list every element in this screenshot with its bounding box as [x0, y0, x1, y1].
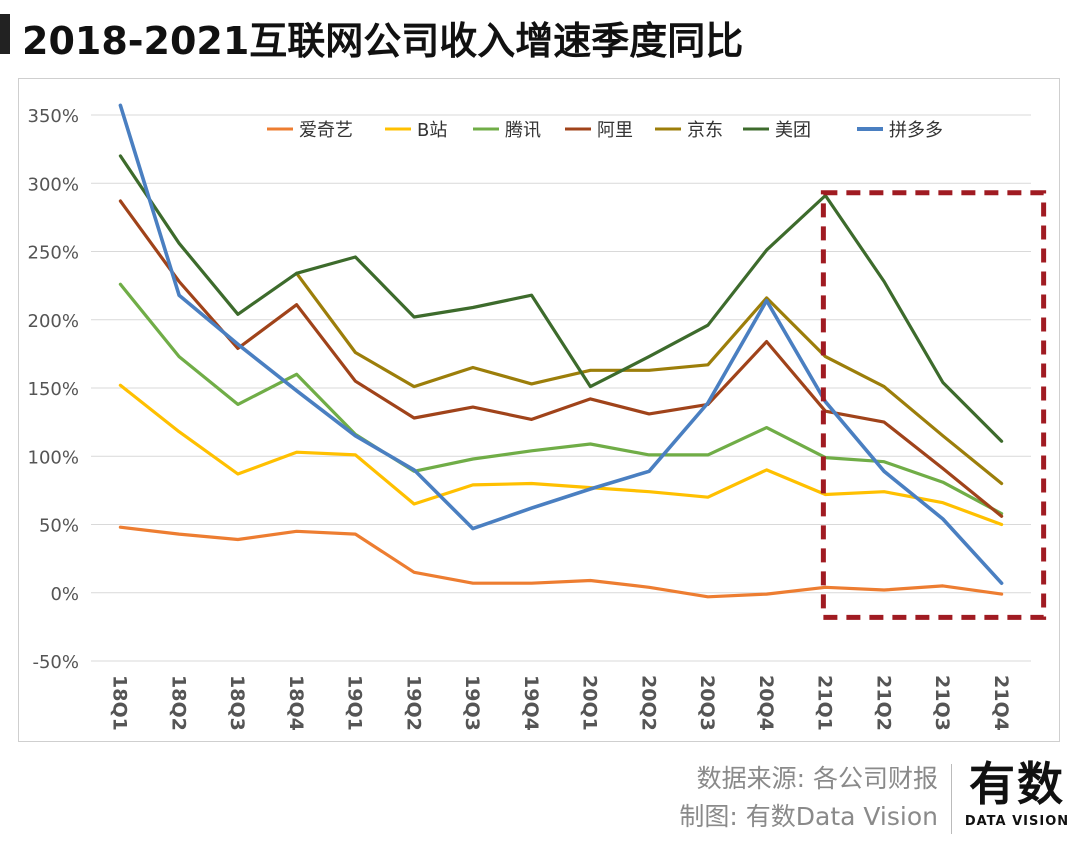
- legend-label: 京东: [687, 120, 723, 141]
- series-line-腾讯: [118, 282, 1004, 516]
- source-line: 数据来源: 各公司财报: [696, 764, 938, 793]
- legend-label: 拼多多: [889, 120, 943, 141]
- y-tick-label: 200%: [28, 311, 79, 332]
- page-title: 2018-2021互联网公司收入增速季度同比: [22, 19, 744, 63]
- x-tick-label: 21Q3: [931, 675, 953, 731]
- title-accent-bar: [0, 14, 10, 54]
- x-tick-label: 18Q2: [167, 675, 189, 731]
- legend-label: 腾讯: [505, 120, 541, 141]
- line-chart: -50% 0% 50% 100% 150% 200% 250% 300% 350% 18Q1 18Q…: [28, 103, 1047, 731]
- x-tick-label: 21Q2: [872, 675, 894, 731]
- y-tick-label: -50%: [32, 652, 79, 673]
- series-line-爱奇艺: [118, 525, 1004, 599]
- x-tick-label: 19Q2: [402, 675, 424, 731]
- x-tick-label: 20Q1: [579, 675, 601, 731]
- series-line-京东: [295, 271, 1004, 486]
- source-block: 数据来源: 各公司财报 制图: 有数Data Vision: [679, 760, 938, 836]
- x-tick-label: 20Q2: [637, 675, 659, 731]
- brand-logo: 有数 DATA VISION: [962, 756, 1072, 829]
- y-tick-label: 300%: [28, 174, 79, 195]
- x-tick-label: 18Q4: [285, 675, 307, 731]
- credit-line: 制图: 有数Data Vision: [679, 802, 938, 831]
- legend-label: 美团: [775, 120, 811, 141]
- brand-divider: [951, 764, 952, 834]
- y-tick-label: 250%: [28, 243, 79, 264]
- highlight-box: [820, 190, 1047, 620]
- series-line-美团: [118, 154, 1004, 443]
- x-tick-label: 19Q1: [344, 675, 366, 731]
- series-line-B站: [118, 383, 1004, 527]
- x-tick-label: 18Q3: [226, 675, 248, 731]
- series-line-拼多多: [118, 103, 1004, 585]
- legend-label: B站: [417, 120, 447, 141]
- y-tick-label: 100%: [28, 447, 79, 468]
- x-tick-label: 21Q4: [990, 675, 1012, 731]
- y-tick-label: 150%: [28, 379, 79, 400]
- x-tick-label: 18Q1: [109, 675, 131, 731]
- y-tick-label: 350%: [28, 106, 79, 127]
- chart-frame: -50% 0% 50% 100% 150% 200% 250% 300% 350% 18Q1 18Q…: [18, 78, 1060, 742]
- series-line-阿里: [118, 199, 1004, 518]
- legend-label: 阿里: [597, 120, 633, 141]
- x-tick-label: 19Q4: [520, 675, 542, 731]
- x-tick-label: 19Q3: [461, 675, 483, 731]
- legend-label: 爱奇艺: [299, 120, 353, 141]
- y-tick-label: 50%: [39, 516, 79, 537]
- x-tick-label: 21Q1: [814, 675, 836, 731]
- x-tick-label: 20Q3: [696, 675, 718, 731]
- brand-subtitle: DATA VISION: [964, 814, 1070, 829]
- y-tick-label: 0%: [50, 584, 79, 605]
- brand-logo-text: 有数: [969, 757, 1065, 811]
- x-tick-label: 20Q4: [755, 675, 777, 731]
